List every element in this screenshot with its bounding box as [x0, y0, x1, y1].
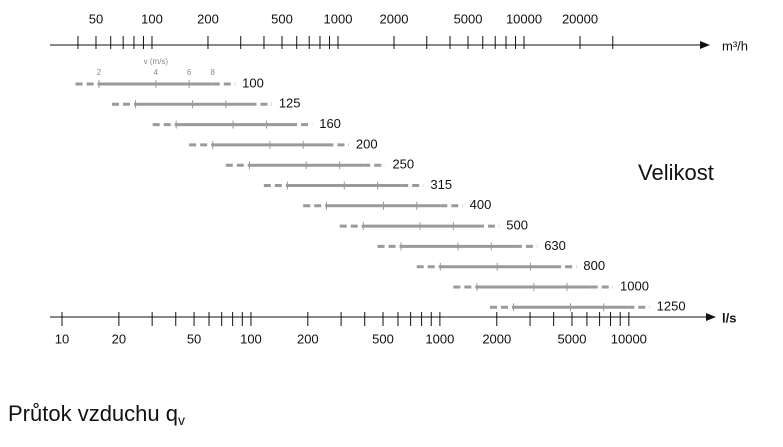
- x-axis-title: Průtok vzduchu qv: [8, 401, 185, 428]
- size-value-label: 1250: [657, 299, 686, 314]
- size-value-label: 200: [356, 136, 378, 151]
- size-value-label: 400: [470, 197, 492, 212]
- top-axis-arrow: [700, 41, 710, 49]
- x-tick-label: 500: [372, 331, 394, 346]
- velocity-tick-label: 6: [187, 68, 192, 77]
- top-axis-unit: m³/h: [722, 38, 748, 53]
- x-axis-title-main: Průtok vzduchu q: [8, 401, 178, 426]
- x-tick-label: 10: [55, 331, 69, 346]
- size-value-label: 160: [319, 116, 341, 131]
- size-value-label: 100: [242, 75, 264, 90]
- x-tick-label: 200: [297, 331, 319, 346]
- velocity-tick-label: 2: [97, 68, 102, 77]
- x-tick-label: 5000: [558, 331, 587, 346]
- x-tick-label: 5000: [454, 11, 483, 26]
- x-tick-label: 100: [141, 11, 163, 26]
- size-value-label: 125: [279, 96, 301, 111]
- size-value-label: 250: [392, 157, 414, 172]
- size-value-label: 500: [506, 218, 528, 233]
- velocity-scale-label: v (m/s): [144, 57, 169, 66]
- x-tick-label: 500: [271, 11, 293, 26]
- bottom-axis-arrow: [706, 313, 716, 321]
- x-tick-label: 50: [187, 331, 201, 346]
- size-value-label: 1000: [620, 278, 649, 293]
- x-tick-label: 200: [197, 11, 219, 26]
- x-tick-label: 20: [112, 331, 126, 346]
- x-axis-title-sub: v: [178, 412, 185, 428]
- x-tick-label: 1000: [425, 331, 454, 346]
- bottom-axis-unit: l/s: [722, 310, 736, 325]
- x-tick-label: 20000: [562, 11, 598, 26]
- x-tick-label: 10000: [611, 331, 647, 346]
- size-value-label: 630: [544, 238, 566, 253]
- x-tick-label: 2000: [380, 11, 409, 26]
- x-tick-label: 1000: [324, 11, 353, 26]
- x-tick-label: 100: [240, 331, 262, 346]
- x-tick-label: 2000: [482, 331, 511, 346]
- x-tick-label: 50: [89, 11, 103, 26]
- velocity-tick-label: 8: [211, 68, 216, 77]
- x-tick-label: 10000: [506, 11, 542, 26]
- size-value-label: 800: [583, 258, 605, 273]
- size-label: Velikost: [638, 160, 714, 185]
- size-value-label: 315: [430, 177, 452, 192]
- velocity-tick-label: 4: [154, 68, 159, 77]
